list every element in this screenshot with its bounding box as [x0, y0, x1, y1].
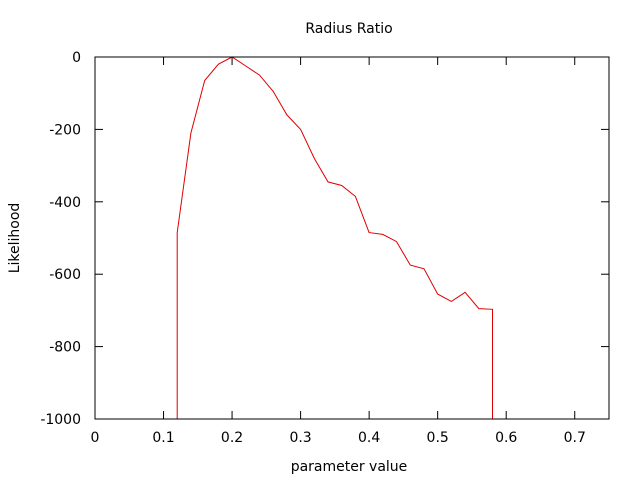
y-tick-label: -1000: [40, 412, 81, 428]
x-tick-label: 0.7: [564, 430, 586, 446]
y-tick-label: 0: [72, 50, 81, 66]
x-tick-label: 0.5: [427, 430, 449, 446]
y-tick-label: -400: [49, 195, 81, 211]
y-tick-label: -600: [49, 267, 81, 283]
x-tick-label: 0.2: [221, 430, 243, 446]
likelihood-series-line: [176, 56, 493, 419]
x-tick-label: 0.3: [289, 430, 311, 446]
y-axis-label: Likelihood: [7, 203, 23, 274]
plot-area: [176, 56, 493, 419]
x-tick-label: 0.1: [152, 430, 174, 446]
axis-ticks: 0 0.1 0.2 0.3 0.4 0.5 0.6 0.7 0 -200 -400 -600 -800 -…: [40, 50, 609, 446]
x-axis-label: parameter value: [291, 459, 408, 475]
x-tick-label: 0.6: [495, 430, 517, 446]
chart-title: Radius Ratio: [305, 21, 392, 37]
y-tick-label: -800: [49, 340, 81, 356]
y-tick-label: -200: [49, 122, 81, 138]
plot-frame: [94, 56, 610, 420]
x-tick-label: 0.4: [358, 430, 380, 446]
x-tick-label: 0: [91, 430, 100, 446]
